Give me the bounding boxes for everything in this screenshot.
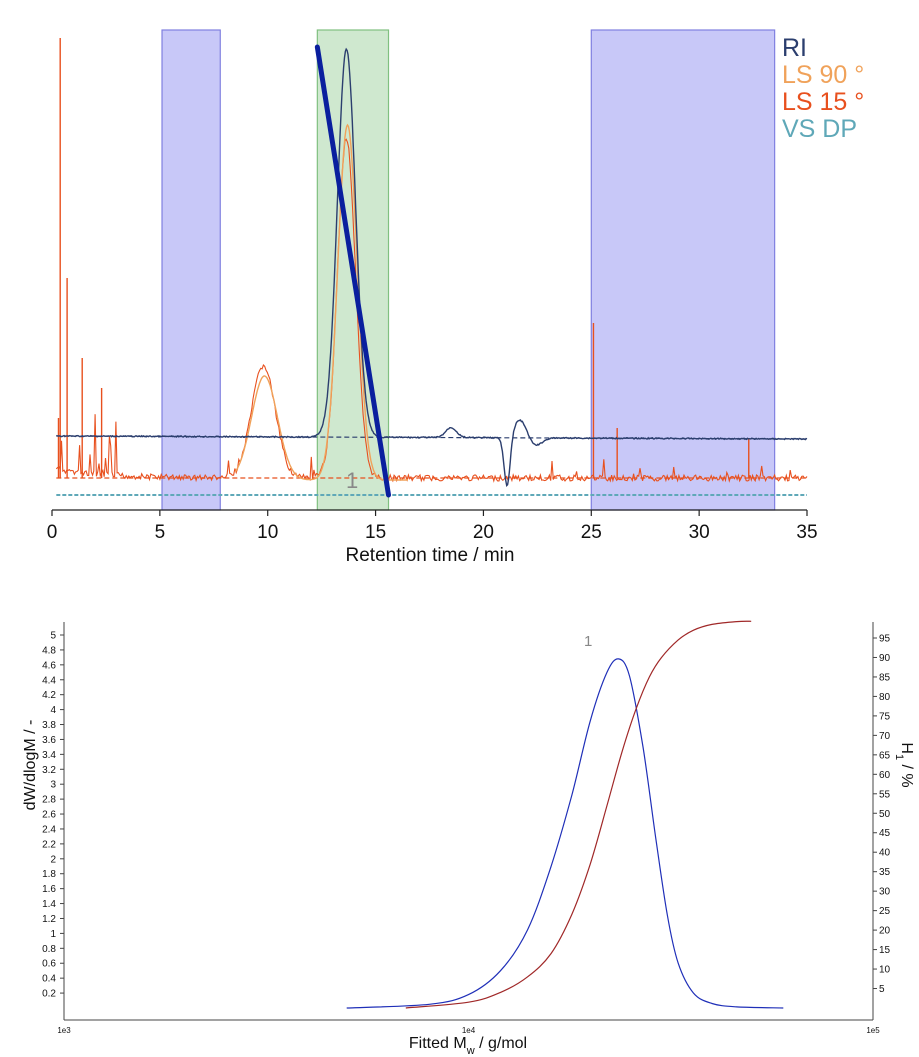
x-tick-label: 5 bbox=[155, 522, 166, 543]
y2-tick-label: 15 bbox=[879, 945, 891, 956]
y2-tick-label: 35 bbox=[879, 867, 891, 878]
peak-label: 1 bbox=[346, 468, 358, 493]
y2-tick-label: 60 bbox=[879, 770, 891, 781]
y-tick-label: 0.8 bbox=[42, 944, 56, 955]
y-tick-label: 4 bbox=[50, 705, 56, 716]
y-tick-label: 4.8 bbox=[42, 645, 56, 656]
y2-tick-label: 70 bbox=[879, 731, 891, 742]
legend-entry: LS 15 ° bbox=[782, 88, 864, 116]
legend-entry: VS DP bbox=[782, 115, 857, 143]
ri-trace bbox=[56, 47, 808, 488]
y2-tick-label: 30 bbox=[879, 887, 891, 898]
legend-entry: LS 90 ° bbox=[782, 61, 864, 89]
y-tick-label: 0.6 bbox=[42, 959, 56, 970]
y-axis-label: dW/dlogM / - bbox=[22, 720, 39, 811]
y2-tick-label: 5 bbox=[879, 984, 885, 995]
distribution-series bbox=[346, 620, 784, 1009]
y-tick-label: 0.2 bbox=[42, 989, 56, 1000]
differential-distribution-line bbox=[346, 658, 784, 1009]
ls-90-trace bbox=[234, 123, 408, 481]
ls-15-trace bbox=[55, 138, 808, 483]
y-tick-label: 2 bbox=[50, 854, 56, 865]
chromatogram-traces bbox=[55, 38, 808, 498]
y-tick-label: 3.8 bbox=[42, 720, 56, 731]
y-tick-label: 1.2 bbox=[42, 914, 56, 925]
calibration-line bbox=[314, 44, 392, 498]
y2-tick-label: 90 bbox=[879, 653, 891, 664]
y-tick-label: 5 bbox=[50, 631, 56, 642]
right-y-ticks: 5 10 15 20 25 30 35 40 45 50 55 60 65 70 75 80 85 90 95 bbox=[873, 634, 891, 995]
y2-tick-label: 45 bbox=[879, 828, 891, 839]
y-tick-label: 1.8 bbox=[42, 869, 56, 880]
y2-tick-label: 85 bbox=[879, 672, 891, 683]
baseline-region bbox=[590, 29, 776, 511]
legend-entry: RI bbox=[782, 34, 807, 62]
y2-tick-label: 20 bbox=[879, 926, 891, 937]
x-axis-ticks: 1e3 1e4 1e5 bbox=[57, 1026, 880, 1035]
y-tick-label: 1.4 bbox=[42, 899, 56, 910]
x-tick-label: 1e3 bbox=[57, 1026, 71, 1035]
y2-axis-label: H1 / % bbox=[893, 742, 915, 787]
y-tick-label: 1 bbox=[50, 929, 56, 940]
x-axis-label: Fitted Mw / g/mol bbox=[409, 1035, 527, 1057]
x-tick-label: 15 bbox=[365, 522, 386, 543]
y2-tick-label: 10 bbox=[879, 965, 891, 976]
x-tick-label: 20 bbox=[473, 522, 494, 543]
x-tick-label: 10 bbox=[257, 522, 278, 543]
left-y-ticks: 0.2 0.4 0.6 0.8 1 1.2 1.4 1.6 1.8 2 2.2 2.4 2.6 2.8 3 3… bbox=[42, 631, 64, 1000]
x-tick-label: 30 bbox=[689, 522, 710, 543]
x-tick-label: 25 bbox=[581, 522, 602, 543]
y-tick-label: 1.6 bbox=[42, 884, 56, 895]
y2-tick-label: 40 bbox=[879, 848, 891, 859]
y-tick-label: 3 bbox=[50, 780, 56, 791]
cumulative-distribution-line bbox=[405, 620, 752, 1009]
mw-distribution-chart: 0.2 0.4 0.6 0.8 1 1.2 1.4 1.6 1.8 2 2.2 2.4 2.6 2.8 3 3… bbox=[22, 620, 915, 1057]
y-tick-label: 2.2 bbox=[42, 839, 56, 850]
y-tick-label: 4.2 bbox=[42, 690, 56, 701]
y2-tick-label: 25 bbox=[879, 906, 891, 917]
y-tick-label: 2.8 bbox=[42, 795, 56, 806]
y-tick-label: 2.6 bbox=[42, 810, 56, 821]
y-tick-label: 3.6 bbox=[42, 735, 56, 746]
x-axis-label: Retention time / min bbox=[346, 545, 515, 566]
x-tick-label: 1e5 bbox=[866, 1026, 880, 1035]
y2-tick-label: 80 bbox=[879, 692, 891, 703]
y-tick-label: 4.4 bbox=[42, 675, 56, 686]
y-tick-label: 2.4 bbox=[42, 824, 56, 835]
y-tick-label: 3.2 bbox=[42, 765, 56, 776]
y-tick-label: 3.4 bbox=[42, 750, 56, 761]
y2-tick-label: 55 bbox=[879, 789, 891, 800]
x-tick-label: 0 bbox=[47, 522, 58, 543]
peak-label: 1 bbox=[584, 633, 592, 650]
y2-tick-label: 95 bbox=[879, 634, 891, 645]
baseline-region bbox=[161, 29, 221, 511]
x-tick-label: 1e4 bbox=[462, 1026, 476, 1035]
x-tick-label: 35 bbox=[796, 522, 817, 543]
y-tick-label: 0.4 bbox=[42, 974, 56, 985]
y2-tick-label: 50 bbox=[879, 809, 891, 820]
y-tick-label: 4.6 bbox=[42, 660, 56, 671]
y2-tick-label: 75 bbox=[879, 711, 891, 722]
y2-tick-label: 65 bbox=[879, 750, 891, 761]
x-axis-ticks: 0 5 10 15 20 25 30 35 bbox=[47, 510, 818, 543]
chromatogram-chart: 0 5 10 15 20 25 30 35 Retention time / min RILS… bbox=[47, 29, 864, 566]
